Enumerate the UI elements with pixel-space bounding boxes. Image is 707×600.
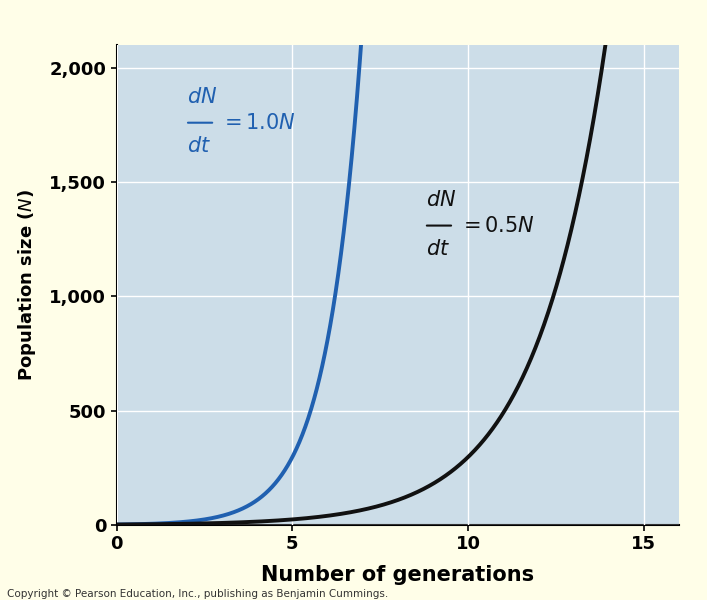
Text: $\mathbf{\mathit{= 1.0N}}$: $\mathbf{\mathit{= 1.0N}}$ <box>221 113 296 133</box>
Y-axis label: Population size ($\mathit{N}$): Population size ($\mathit{N}$) <box>16 189 38 381</box>
Text: $\mathbf{\mathit{dN}}$: $\mathbf{\mathit{dN}}$ <box>426 190 456 209</box>
Text: $\mathbf{\mathit{= 0.5N}}$: $\mathbf{\mathit{= 0.5N}}$ <box>459 215 535 236</box>
Text: $\mathbf{\mathit{dt}}$: $\mathbf{\mathit{dt}}$ <box>187 136 211 157</box>
Text: $\mathbf{\mathit{dt}}$: $\mathbf{\mathit{dt}}$ <box>426 239 450 259</box>
Text: $\mathbf{\mathit{dN}}$: $\mathbf{\mathit{dN}}$ <box>187 87 217 107</box>
Text: Copyright © Pearson Education, Inc., publishing as Benjamin Cummings.: Copyright © Pearson Education, Inc., pub… <box>7 589 388 599</box>
X-axis label: Number of generations: Number of generations <box>261 565 534 584</box>
